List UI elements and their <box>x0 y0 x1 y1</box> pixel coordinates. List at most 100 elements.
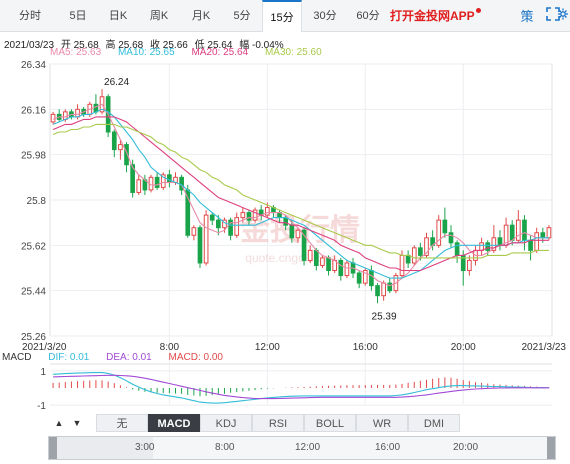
candle-body <box>209 214 215 221</box>
tab-period[interactable]: 15分 <box>262 0 302 32</box>
y-tick-label: 26.16 <box>21 105 46 116</box>
y-tick-label: 26.34 <box>21 60 46 71</box>
candle-body <box>467 259 472 272</box>
candle-body <box>344 262 350 277</box>
tab-period[interactable]: 日K <box>108 10 128 22</box>
candle-body <box>375 285 380 297</box>
indicator-tab[interactable]: RSI <box>252 414 304 432</box>
tab-period[interactable]: 分时 <box>19 10 41 22</box>
candle-body <box>381 282 386 297</box>
range-end-handle[interactable] <box>547 437 555 459</box>
ohlc-low: 低 25.64 <box>194 40 233 51</box>
tab-period[interactable]: 周K <box>149 10 169 22</box>
x-tick-label: 12:00 <box>255 342 280 353</box>
indicator-tab[interactable]: KDJ <box>200 414 252 432</box>
dif-line <box>53 372 549 404</box>
macd-y-tick-label: 1 <box>40 367 46 378</box>
candle-body <box>411 247 417 264</box>
macd-value: MACD: 0.00 <box>168 352 223 363</box>
candle-body <box>167 174 172 183</box>
scroller-time-label: 20:00 <box>453 442 479 453</box>
candle-body <box>320 257 325 266</box>
y-tick-label: 25.98 <box>21 151 46 162</box>
open-app-link[interactable]: 打开金投网APP <box>390 0 481 32</box>
candle-body <box>111 131 117 151</box>
indicator-tab[interactable]: DMI <box>408 414 460 432</box>
candle-body <box>307 249 313 261</box>
x-tick-label: 20:00 <box>451 342 476 353</box>
tab-period[interactable]: 30分 <box>313 10 337 22</box>
candle-body <box>124 144 129 166</box>
candle-body <box>283 217 289 226</box>
candlestick-chart[interactable]: 26.3426.1625.9825.825.6225.4425.262021/3… <box>0 0 570 412</box>
candle-body <box>436 219 442 246</box>
candle-body <box>203 214 209 264</box>
macd-title: MACD <box>2 352 32 363</box>
x-tick-label: 8:00 <box>160 342 180 353</box>
ohlc-open: 开 25.68 <box>60 40 99 51</box>
notification-dot <box>475 8 481 13</box>
indicator-tab[interactable]: WR <box>356 414 408 432</box>
range-start-handle[interactable] <box>49 437 57 459</box>
ohlc-close: 收 25.66 <box>150 40 188 51</box>
tab-period[interactable]: 月K <box>191 10 211 22</box>
ma20-value: MA20: 25.64 <box>191 47 249 58</box>
expand-button[interactable] <box>544 7 562 25</box>
candle-body <box>509 224 515 241</box>
candle-body <box>405 254 411 264</box>
candle-body <box>485 242 491 251</box>
strategy-label: 策 <box>520 9 534 24</box>
candle-body <box>356 272 362 284</box>
dea-line <box>53 374 549 400</box>
ohlc-change: 幅 -0.04% <box>239 40 284 51</box>
candle-body <box>301 229 307 261</box>
candle-body <box>62 111 68 120</box>
candle-body <box>197 227 203 264</box>
candle-body <box>442 219 448 234</box>
candle-body <box>228 219 233 236</box>
candle-body <box>160 174 166 188</box>
x-tick-label: 2021/3/20 <box>22 342 67 353</box>
time-range-scroller[interactable]: 3:00 8:00 12:00 16:00 20:00 <box>48 436 556 460</box>
candle-body <box>540 232 546 239</box>
candle-body <box>387 282 393 292</box>
candle-body <box>130 164 135 193</box>
candle-body <box>399 254 405 277</box>
candle-body <box>522 219 527 241</box>
scroller-time-label: 12:00 <box>295 442 321 453</box>
candle-body <box>515 219 521 241</box>
ma10-value: MA10: 25.65 <box>117 47 175 58</box>
y-tick-label: 25.44 <box>21 287 46 298</box>
candle-body <box>246 212 252 221</box>
scroll-up-button[interactable]: ▲ <box>54 418 64 428</box>
indicator-tab-row: ▲ ▼ 无 MACD KDJ RSI BOLL WR DMI <box>0 414 570 432</box>
ma-line <box>52 108 549 279</box>
ohlc-date: 2021/03/23 <box>4 40 55 51</box>
tab-period[interactable]: 5日 <box>69 10 87 22</box>
tab-period[interactable]: 5分 <box>233 10 251 22</box>
expand-icon <box>546 7 560 21</box>
scroll-down-button[interactable]: ▼ <box>72 418 82 428</box>
indicator-tab[interactable]: MACD <box>148 414 200 432</box>
candle-body <box>448 232 454 244</box>
indicator-tab[interactable]: BOLL <box>304 414 356 432</box>
indicator-tab[interactable]: 无 <box>96 414 148 432</box>
candle-body <box>252 209 258 221</box>
low-price-annotation: 25.39 <box>372 311 397 322</box>
candle-body <box>295 229 301 239</box>
settings-button[interactable] <box>556 7 570 25</box>
ohlc-high: 高 25.68 <box>105 40 144 51</box>
candle-body <box>75 108 80 118</box>
y-tick-label: 25.62 <box>21 241 46 252</box>
candle-body <box>313 249 319 266</box>
tab-period[interactable]: 60分 <box>356 10 380 22</box>
range-window[interactable] <box>153 437 549 459</box>
x-tick-label: 2021/3/23 <box>522 342 567 353</box>
strategy-button[interactable]: 策 <box>518 7 536 25</box>
macd-y-tick-label: -1 <box>37 401 46 412</box>
candle-body <box>424 237 429 256</box>
y-tick-label: 25.26 <box>21 332 46 343</box>
candle-body <box>191 227 197 236</box>
macd-legend: MACD DIF: 0.01 DEA: 0.01 MACD: 0.00 <box>2 352 237 363</box>
candle-body <box>546 227 552 239</box>
